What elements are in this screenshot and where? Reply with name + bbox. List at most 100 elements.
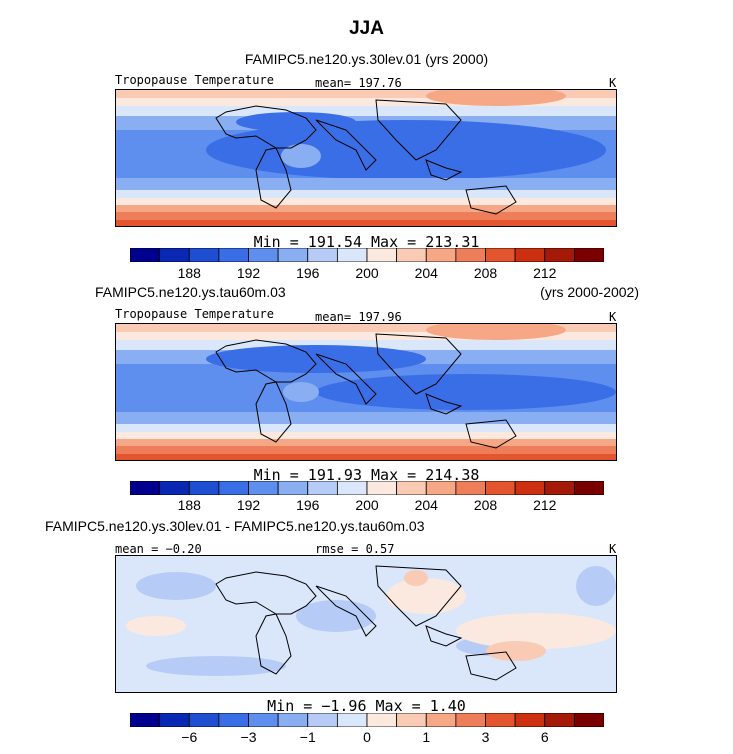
indonesia-outline xyxy=(425,625,463,647)
colorbar-swatch xyxy=(544,713,575,727)
panel1-unit: K xyxy=(609,76,617,90)
colorbar-swatch xyxy=(218,481,249,495)
panel1-map-svg xyxy=(116,90,616,226)
page-title: JJA xyxy=(349,18,384,39)
panel1-colorbar xyxy=(130,248,604,262)
coastlines xyxy=(215,565,517,681)
colorbar-swatch xyxy=(573,248,604,262)
colorbar-swatch xyxy=(277,713,309,727)
field-north-band xyxy=(116,324,616,332)
field-patch xyxy=(296,600,376,632)
field-north-band3 xyxy=(116,106,616,116)
panel3-unit: K xyxy=(609,542,617,556)
field-south-band2 xyxy=(116,190,616,198)
coastlines xyxy=(215,99,517,215)
cbar-tick: 188 xyxy=(177,265,201,281)
africa-south-outline xyxy=(255,147,292,209)
panel2-colorbar xyxy=(130,481,604,495)
colorbar-swatch xyxy=(188,713,220,727)
panel2-mean-label: mean= 197.96 xyxy=(315,310,402,324)
cbar-tick: 196 xyxy=(296,265,320,281)
field-south-band4 xyxy=(116,205,616,212)
field-warm-spot xyxy=(283,382,319,402)
africa-north-outline xyxy=(215,571,317,615)
field-patch xyxy=(126,616,186,636)
panel3-rmse-label: rmse = 0.57 xyxy=(315,542,395,556)
australia-outline xyxy=(465,651,517,681)
panel1-colorbar-svg xyxy=(130,248,604,262)
cbar-tick: 200 xyxy=(355,497,379,513)
africa-south-outline xyxy=(255,613,292,675)
africa-north-outline xyxy=(215,339,317,383)
cbar-tick: 192 xyxy=(236,497,261,513)
cbar-tick: 188 xyxy=(177,497,201,513)
colorbar-swatch xyxy=(218,713,249,727)
arabia-india-outline xyxy=(315,585,377,637)
colorbar-swatch xyxy=(366,481,398,495)
cbar-tick: 192 xyxy=(236,265,261,281)
colorbar-swatch xyxy=(248,481,279,495)
colorbar-swatch xyxy=(130,248,161,262)
panel1-map xyxy=(115,89,617,227)
field-north-warm xyxy=(426,90,566,106)
panel2-colorbar-ticks: 188 192 196 200 204 208 212 xyxy=(130,497,604,515)
colorbar-swatch xyxy=(425,481,457,495)
arabia-india-outline xyxy=(315,119,377,171)
field-south-band1 xyxy=(116,178,616,190)
colorbar-swatch xyxy=(366,713,398,727)
field-patch xyxy=(386,578,466,614)
field-north-band2 xyxy=(116,332,616,340)
field-south-band1 xyxy=(116,412,616,424)
field-south-band4 xyxy=(116,439,616,446)
colorbar-swatch xyxy=(573,713,604,727)
colorbar-swatch xyxy=(425,713,457,727)
arabia-india-outline xyxy=(315,353,377,405)
cbar-tick: 196 xyxy=(296,497,320,513)
colorbar-swatch xyxy=(544,248,575,262)
colorbar-swatch xyxy=(307,713,338,727)
field-cold-core xyxy=(206,345,426,373)
panel3-map-svg xyxy=(116,556,616,692)
panel2-map xyxy=(115,323,617,461)
colorbar-swatch xyxy=(307,248,338,262)
colorbar-swatch xyxy=(396,481,427,495)
colorbar-swatch xyxy=(336,481,368,495)
colorbar-swatch xyxy=(544,481,575,495)
field-patch xyxy=(136,572,216,600)
field-patch xyxy=(486,641,546,661)
field-cold-core2 xyxy=(236,112,356,132)
panel3-colorbar-ticks: −6 −3 −1 0 1 3 6 xyxy=(130,729,604,747)
cbar-tick: 0 xyxy=(363,729,371,745)
colorbar-swatch xyxy=(455,713,486,727)
panel1-var-label: Tropopause Temperature xyxy=(115,73,274,87)
colorbar-swatch xyxy=(514,713,546,727)
cbar-tick: 212 xyxy=(533,497,557,513)
colorbar-swatch xyxy=(336,713,368,727)
colorbar-swatch xyxy=(159,713,190,727)
field-north-band xyxy=(116,90,616,98)
indonesia-outline xyxy=(425,159,463,181)
colorbar-swatch xyxy=(573,481,604,495)
colorbar-swatch xyxy=(188,248,220,262)
field-south-band3 xyxy=(116,198,616,205)
field-north-warm xyxy=(426,324,566,340)
colorbar-swatch xyxy=(396,248,427,262)
coastlines xyxy=(215,333,517,449)
panel1-minmax: Min = 191.54 Max = 213.31 xyxy=(253,233,480,251)
panel1-header: FAMIPC5.ne120.ys.30lev.01 (yrs 2000) xyxy=(244,51,489,67)
indonesia-outline xyxy=(425,393,463,415)
panel1-mean-label: mean= 197.76 xyxy=(315,76,402,90)
cbar-tick: 1 xyxy=(422,729,431,745)
colorbar-swatch xyxy=(307,481,338,495)
cbar-tick: −6 xyxy=(181,729,198,745)
colorbar-swatch xyxy=(336,248,368,262)
colorbar-swatch xyxy=(130,713,161,727)
panel2-map-svg xyxy=(116,324,616,460)
panel3-minmax: Min = −1.96 Max = 1.40 xyxy=(267,697,466,715)
field-south-band3 xyxy=(116,432,616,439)
colorbar-swatch xyxy=(485,481,516,495)
colorbar-swatch xyxy=(218,248,249,262)
cbar-tick: 204 xyxy=(414,497,438,513)
colorbar-swatch xyxy=(514,248,546,262)
field-patch xyxy=(146,656,286,676)
